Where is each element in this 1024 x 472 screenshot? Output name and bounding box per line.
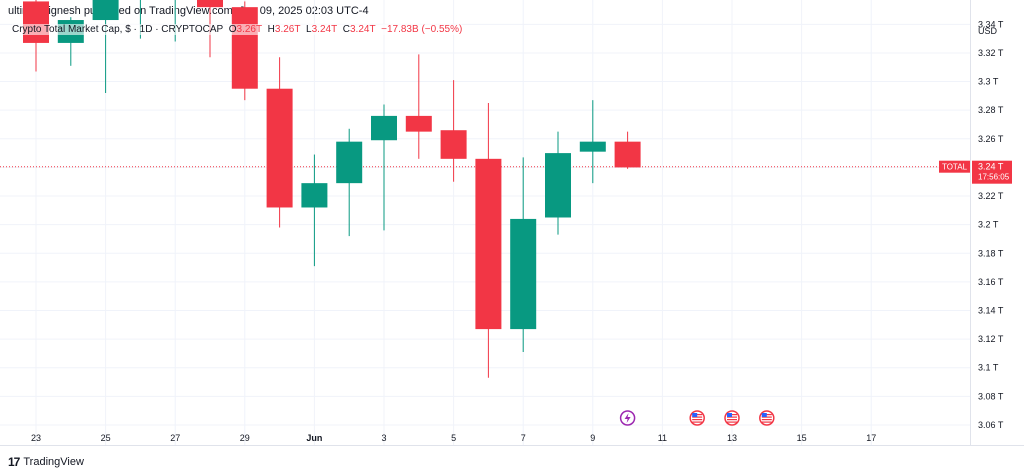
candle[interactable]	[510, 157, 537, 352]
open-label: O	[228, 24, 237, 35]
candle[interactable]	[336, 128, 363, 237]
us-flag-icon[interactable]	[689, 410, 705, 426]
candle-body	[301, 183, 328, 208]
y-tick-label: 3.32 T	[978, 48, 1004, 58]
y-tick-label: 3.34 T	[978, 19, 1004, 29]
candle-body	[23, 1, 49, 43]
candle-body	[545, 153, 571, 218]
candle[interactable]	[92, 0, 119, 94]
us-flag-icon[interactable]	[724, 410, 740, 426]
symbol-name[interactable]: Crypto Total Market Cap, $ · 1D · CRYPTO…	[12, 24, 224, 35]
y-tick-label: 3.1 T	[978, 363, 999, 373]
y-tick-label: 3.06 T	[978, 420, 1004, 430]
x-tick-label: 23	[31, 433, 41, 443]
symbol-legend[interactable]: Crypto Total Market Cap, $ · 1D · CRYPTO…	[12, 24, 463, 35]
x-tick-label: 17	[866, 433, 876, 443]
candle[interactable]	[231, 1, 258, 101]
x-tick-label: 13	[727, 433, 737, 443]
close-value: 3.24T	[349, 24, 376, 35]
y-tick-label: 3.2 T	[978, 220, 999, 230]
y-tick-label: 3.18 T	[978, 248, 1004, 258]
candle-body	[475, 158, 502, 330]
candle[interactable]	[23, 0, 49, 72]
symbol-tag-text: TOTAL	[942, 163, 968, 172]
open-value: 3.26T	[236, 24, 263, 35]
price-axis[interactable]: 3.06 T 3.08 T 3.1 T 3.12 T 3.14 T 3.16 T 3.18 …	[978, 19, 1004, 430]
tradingview-logo-icon: 17	[8, 455, 20, 469]
candle-body	[440, 130, 467, 159]
y-tick-label: 3.3 T	[978, 77, 999, 87]
y-tick-label: 3.26 T	[978, 134, 1004, 144]
candle[interactable]	[579, 100, 606, 184]
y-tick-label: 3.22 T	[978, 191, 1004, 201]
candle[interactable]	[371, 104, 397, 231]
candle[interactable]	[405, 54, 432, 159]
candle-body	[510, 218, 537, 330]
candle-body	[266, 88, 293, 208]
candle-body	[197, 0, 223, 8]
candle[interactable]	[197, 0, 223, 58]
low-value: 3.24T	[311, 24, 338, 35]
events	[619, 410, 775, 426]
symbol-tag-bg	[939, 160, 970, 173]
y-tick-label: 3.12 T	[978, 334, 1004, 344]
candle[interactable]	[614, 131, 641, 169]
x-tick-label: 7	[521, 433, 526, 443]
footer-brand[interactable]: 17 TradingView	[8, 455, 84, 469]
x-tick-label: Jun	[306, 433, 322, 443]
high-label: H	[267, 24, 275, 35]
lightning-icon[interactable]	[619, 410, 636, 426]
candle[interactable]	[545, 131, 571, 235]
close-label: C	[342, 24, 350, 35]
y-tick-label: 3.16 T	[978, 277, 1004, 287]
y-tick-label: 3.08 T	[978, 391, 1004, 401]
x-tick-label: 27	[170, 433, 180, 443]
x-tick-label: 9	[590, 433, 595, 443]
candle[interactable]	[440, 80, 467, 182]
candle[interactable]	[475, 103, 502, 378]
x-tick-label: 5	[451, 433, 456, 443]
candle-body	[92, 0, 119, 21]
currency-label[interactable]: USD	[978, 26, 998, 36]
x-tick-label: 3	[381, 433, 386, 443]
price-tag-price: 3.24 T	[978, 162, 1004, 172]
x-tick-label: 11	[658, 433, 667, 443]
price-tag: TOTAL 3.24 T 17:56:05	[939, 160, 1012, 184]
candle[interactable]	[301, 154, 328, 267]
change-value: −17.83B (−0.55%)	[381, 24, 463, 35]
candle[interactable]	[162, 0, 188, 42]
candle-body	[405, 115, 432, 132]
price-tag-countdown: 17:56:05	[978, 173, 1010, 182]
price-tag-bg	[972, 160, 1012, 184]
x-tick-label: 29	[240, 433, 250, 443]
candle[interactable]	[266, 57, 293, 228]
candles	[23, 0, 641, 378]
x-tick-label: 15	[797, 433, 807, 443]
time-axis[interactable]: 23 25 27 29 Jun 3 5 7 9 11 13 15 17	[31, 433, 876, 443]
y-tick-label: 3.14 T	[978, 305, 1004, 315]
candle-body	[336, 141, 363, 184]
candle-body	[614, 141, 641, 168]
high-value: 3.26T	[274, 24, 301, 35]
us-flag-icon[interactable]	[759, 410, 775, 426]
low-label: L	[306, 24, 312, 35]
y-tick-label: 3.28 T	[978, 105, 1004, 115]
candle-body	[231, 7, 258, 89]
candle-body	[579, 141, 606, 152]
candle-body	[371, 115, 397, 141]
brand-name: TradingView	[23, 456, 84, 468]
x-tick-label: 25	[101, 433, 111, 443]
